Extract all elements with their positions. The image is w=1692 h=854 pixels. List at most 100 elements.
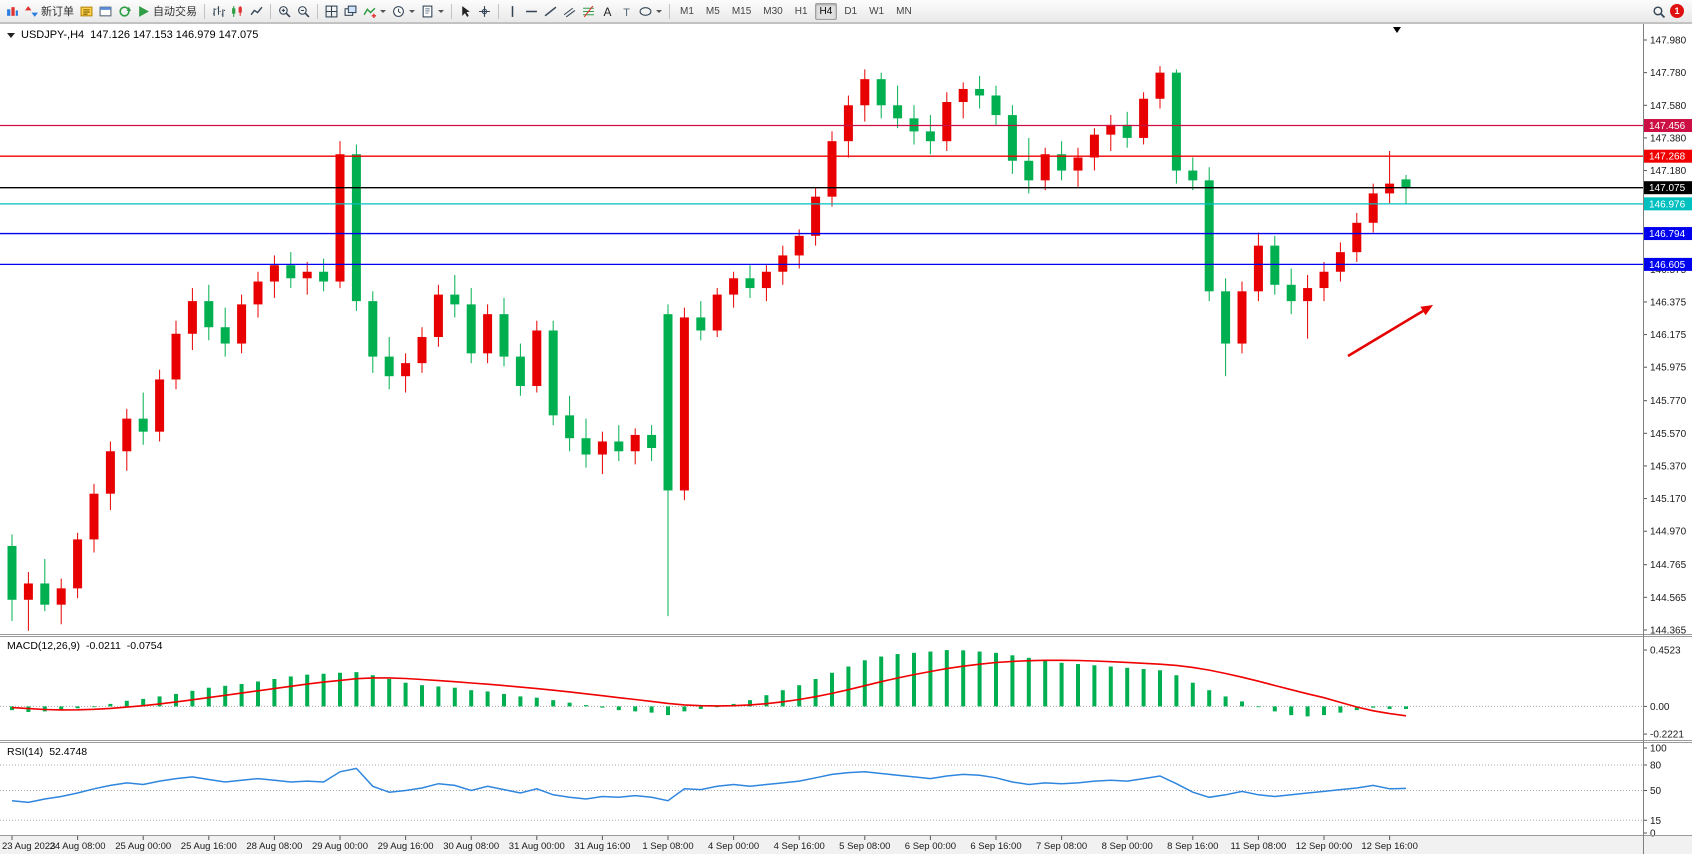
zoom-in-button[interactable] <box>275 2 294 21</box>
hline-price-tag-label: 146.976 <box>1649 199 1686 210</box>
toolbar-separator <box>270 3 271 19</box>
text-icon: A <box>604 5 612 18</box>
auto-trading-button[interactable]: 自动交易 <box>134 2 200 21</box>
crosshair-button[interactable] <box>475 2 494 21</box>
zoom-out-button[interactable] <box>294 2 313 21</box>
text-button[interactable]: A <box>598 2 617 21</box>
timeframe-m15-button[interactable]: M15 <box>731 5 752 17</box>
indicators-button[interactable] <box>360 2 389 21</box>
time-axis-strip <box>0 836 1692 854</box>
chart-window[interactable]: 147.980147.780147.580147.380147.180146.5… <box>0 23 1692 854</box>
hline-price-tag <box>1643 257 1692 271</box>
periods-button[interactable] <box>389 2 418 21</box>
price-axis-label: 145.570 <box>1650 429 1687 440</box>
new-chart-button[interactable] <box>3 2 22 21</box>
hline-price-tag-label: 146.605 <box>1649 260 1686 271</box>
new-order-label: 新订单 <box>41 6 74 18</box>
equidistant-channel-button[interactable] <box>560 2 579 21</box>
time-axis-label: 8 Sep 00:00 <box>1102 841 1153 852</box>
cursor-button[interactable] <box>456 2 475 21</box>
hline-price-tag-label: 146.794 <box>1649 229 1686 240</box>
candlestick-chart-button[interactable] <box>228 2 247 21</box>
time-axis-label: 6 Sep 00:00 <box>905 841 956 852</box>
timeframe-m30-button[interactable]: M30 <box>763 5 783 17</box>
horizontal-line-button[interactable] <box>522 2 541 21</box>
chart-canvas[interactable]: 147.980147.780147.580147.380147.180146.5… <box>0 23 1692 854</box>
bar-chart-icon <box>213 5 225 17</box>
macd-axis-label: 0.4523 <box>1650 646 1681 657</box>
metaeditor-button[interactable] <box>77 2 96 21</box>
timeframe-m5-button[interactable]: M5 <box>705 5 720 17</box>
symbol-period-label: USDJPY-,H4 <box>21 29 85 41</box>
price-axis-label: 144.765 <box>1650 560 1687 571</box>
time-axis-label: 25 Aug 00:00 <box>115 841 171 852</box>
timeframe-mn-button[interactable]: MN <box>896 5 912 17</box>
toolbar-separator <box>451 3 452 19</box>
trendline-button[interactable] <box>541 2 560 21</box>
timeframe-w1-button[interactable]: W1 <box>869 5 885 17</box>
fibonacci-button[interactable] <box>579 2 598 21</box>
time-axis-label: 11 Sep 08:00 <box>1230 841 1286 852</box>
time-axis-label: 12 Sep 16:00 <box>1361 841 1418 852</box>
svg-text:A: A <box>604 5 612 18</box>
auto-trading-label: 自动交易 <box>153 6 197 18</box>
rsi-axis-label: 15 <box>1650 816 1662 827</box>
rsi-axis-label: 80 <box>1650 761 1662 772</box>
hline-price-tag-label: 147.075 <box>1649 183 1686 194</box>
new-chart-icon <box>7 6 18 16</box>
rsi-axis-label: 100 <box>1650 744 1667 755</box>
hline-price-tag-label: 147.456 <box>1649 121 1686 132</box>
fibonacci-icon <box>583 5 594 17</box>
macd-title: MACD(12,26,9) -0.0211 -0.0754 <box>7 640 162 652</box>
text-label-button[interactable]: T <box>617 2 636 21</box>
time-axis-label: 4 Sep 00:00 <box>708 841 759 852</box>
chart-end-marker[interactable] <box>1393 27 1401 33</box>
chart-title: USDJPY-,H4 147.126 147.153 146.979 147.0… <box>7 29 258 41</box>
periods-icon <box>393 5 404 17</box>
vertical-line-button[interactable] <box>503 2 522 21</box>
navigator-refresh-icon <box>119 5 131 17</box>
time-axis-label: 5 Sep 08:00 <box>839 841 890 852</box>
new-order-button[interactable]: 新订单 <box>22 2 77 21</box>
objects-button[interactable] <box>636 2 665 21</box>
one-click-trading-toggle-icon[interactable] <box>7 32 15 38</box>
market-watch-icon <box>99 6 112 16</box>
metaeditor-icon <box>80 6 93 16</box>
toolbar-separator <box>204 3 205 19</box>
time-axis-label: 29 Aug 16:00 <box>378 841 434 852</box>
time-axis-label: 4 Sep 16:00 <box>774 841 825 852</box>
toolbar-separator <box>498 3 499 19</box>
horizontal-line-icon <box>526 10 537 12</box>
chart-background[interactable] <box>0 23 1692 854</box>
macd-signal-value: -0.0754 <box>126 640 163 652</box>
line-chart-button[interactable] <box>247 2 266 21</box>
toolbar-separator <box>669 3 670 19</box>
dropdown-arrow-icon <box>438 9 444 13</box>
notification-badge[interactable]: 1 <box>1670 4 1684 18</box>
timeframe-h1-button[interactable]: H1 <box>794 5 808 17</box>
auto-arrange-button[interactable] <box>341 2 360 21</box>
templates-button[interactable] <box>418 2 447 21</box>
zoom-out-icon <box>298 5 310 17</box>
trend-arrow-annotation[interactable] <box>1347 305 1433 358</box>
macd-signal-line <box>11 659 1407 717</box>
search-icon <box>1653 5 1665 18</box>
tile-windows-button[interactable] <box>322 2 341 21</box>
timeframe-m1-button[interactable]: M1 <box>680 5 694 17</box>
market-watch-button[interactable] <box>96 2 115 21</box>
ohlc-values: 147.126 147.153 146.979 147.075 <box>90 29 259 41</box>
price-axis-label: 147.780 <box>1650 68 1687 79</box>
hline-price-tag <box>1643 181 1692 195</box>
bar-chart-button[interactable] <box>209 2 228 21</box>
line-chart-icon <box>250 6 263 15</box>
price-axis-label: 147.180 <box>1650 166 1687 177</box>
vertical-line-icon <box>511 5 514 17</box>
auto-trading-icon <box>139 5 149 17</box>
search-button[interactable] <box>1649 2 1668 21</box>
svg-text:T: T <box>623 6 630 17</box>
timeframe-d1-button[interactable]: D1 <box>844 5 858 17</box>
hline-price-tag <box>1643 149 1692 163</box>
navigator-refresh-button[interactable] <box>115 2 134 21</box>
timeframe-h4-button[interactable]: H4 <box>814 2 838 20</box>
